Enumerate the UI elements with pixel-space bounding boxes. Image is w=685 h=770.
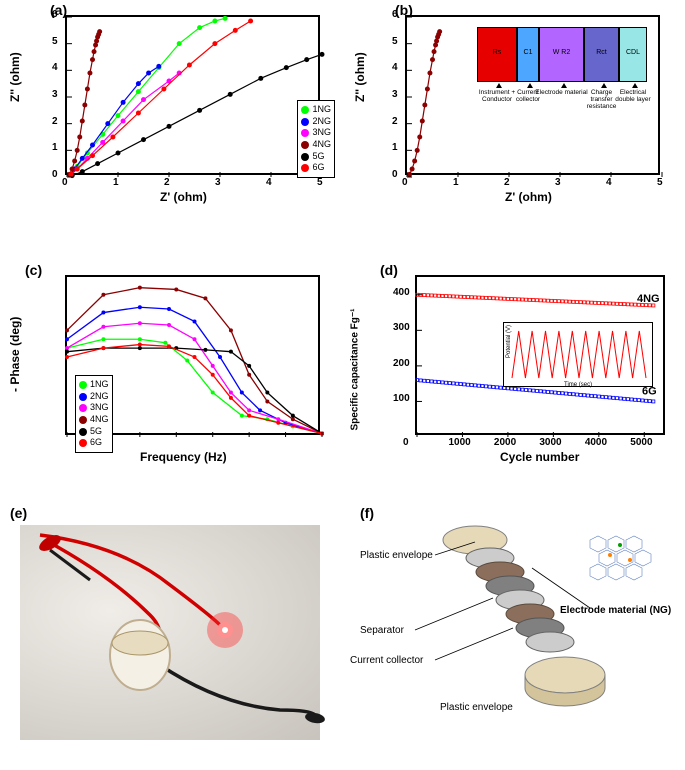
panel-a-xlabel: Z' (ohm) — [160, 190, 207, 204]
panel-c-label: (c) — [25, 262, 42, 278]
panel-d-xlabel: Cycle number — [500, 450, 579, 464]
panel-e-label: (e) — [10, 505, 27, 521]
photo-sketch — [20, 525, 320, 740]
panel-f-label: (f) — [360, 505, 374, 521]
panel-d-inset: Time (sec) Potential (V) — [503, 322, 653, 387]
panel-b-xlabel: Z' (ohm) — [505, 190, 552, 204]
panel-c-legend: 1NG2NG3NG4NG5G6G — [75, 375, 113, 453]
panel-b-chart: RsInstrument + ConductorC1Current collec… — [405, 15, 660, 175]
panel-a-plot — [67, 17, 322, 177]
panel-d-ylabel: Specific capacitance Fg⁻¹ — [350, 309, 361, 431]
photo-placeholder — [20, 525, 320, 740]
inset-plot: Time (sec) Potential (V) — [504, 323, 654, 388]
panel-a-chart — [65, 15, 320, 175]
label-electrode-mat: Electrode material (NG) — [560, 605, 671, 616]
svg-text:4NG: 4NG — [637, 293, 660, 305]
panel-f: (f) — [355, 520, 675, 750]
svg-text:Potential (V): Potential (V) — [506, 325, 512, 358]
label-current-collector: Current collector — [350, 655, 423, 666]
panel-a-legend: 1NG2NG3NG4NG5G6G — [297, 100, 335, 178]
panel-a-ylabel: Z'' (ohm) — [8, 52, 22, 102]
panel-e: (e) — [10, 520, 330, 750]
label-plastic-env-top: Plastic envelope — [360, 550, 433, 561]
panel-c-xlabel: Frequency (Hz) — [140, 450, 227, 464]
panel-c-ylabel: - Phase (deg) — [8, 317, 22, 392]
panel-b: (b) RsInstrument + ConductorC1Current co… — [355, 5, 675, 220]
label-plastic-env-bot: Plastic envelope — [440, 702, 513, 713]
panel-a: (a) Z' (ohm) Z'' (ohm) 1NG2NG3NG4NG5G6G … — [10, 5, 340, 205]
panel-c: (c) Frequency (Hz) - Phase (deg) 1NG2NG3… — [10, 265, 340, 465]
circuit-schematic: RsInstrument + ConductorC1Current collec… — [477, 27, 652, 112]
label-separator: Separator — [360, 625, 404, 636]
panel-b-ylabel: Z'' (ohm) — [353, 52, 367, 102]
panel-d-label: (d) — [380, 262, 398, 278]
svg-text:Time (sec): Time (sec) — [564, 382, 592, 388]
panel-d: (d) 4NG6G Time (sec) Potential (V) Cycle… — [355, 265, 675, 465]
panel-d-chart: 4NG6G Time (sec) Potential (V) — [415, 275, 665, 435]
